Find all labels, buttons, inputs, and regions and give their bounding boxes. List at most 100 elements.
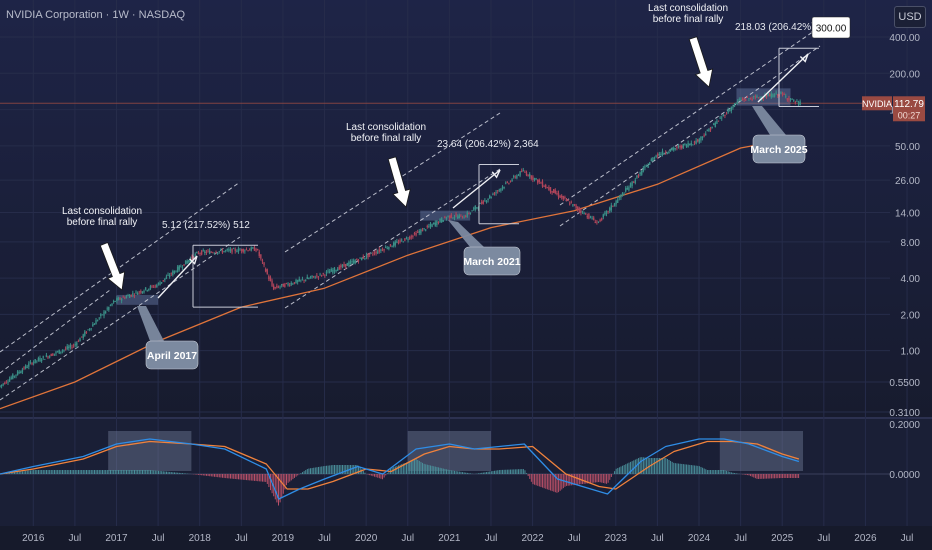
- candle-body: [96, 320, 99, 322]
- candle-body: [71, 347, 73, 349]
- time-tick-label: 2017: [105, 533, 128, 544]
- date-callout-2025-label: March 2025: [750, 144, 807, 156]
- candle-body: [122, 296, 124, 298]
- candle-body: [669, 149, 672, 152]
- candle-body: [8, 378, 11, 382]
- candle-body: [440, 218, 443, 222]
- time-tick-label: Jul: [485, 533, 498, 544]
- candle-body: [572, 204, 574, 206]
- candle-body: [625, 188, 627, 192]
- candle-body: [693, 141, 696, 144]
- candle-body: [196, 252, 198, 254]
- rally-arrow-2025-shaft: [757, 53, 809, 103]
- candle-body: [423, 228, 425, 229]
- candle-body: [788, 97, 790, 101]
- candle-body: [540, 182, 542, 184]
- candle-body: [252, 247, 254, 249]
- candle-body: [586, 215, 589, 218]
- candle-body: [408, 236, 411, 239]
- callout-arrow-2025: [688, 36, 714, 88]
- candle-body: [620, 194, 622, 198]
- candle-body: [509, 181, 512, 183]
- candle-body: [261, 260, 264, 262]
- candle-body: [415, 232, 417, 236]
- candle-body: [250, 247, 252, 251]
- price-tick-label: 14.00: [895, 209, 920, 220]
- candle-body: [157, 282, 160, 284]
- candle-body: [701, 136, 704, 139]
- candle-body: [471, 210, 473, 212]
- date-callout-2021-bg: [463, 246, 521, 276]
- candle-body: [506, 182, 508, 183]
- candle-body: [424, 229, 427, 231]
- candle-body: [149, 286, 152, 289]
- candle-body: [319, 273, 321, 275]
- candle-body: [588, 213, 590, 219]
- candle-body: [293, 282, 296, 284]
- candle-body: [0, 384, 3, 387]
- currency-button[interactable]: USD: [894, 6, 926, 28]
- candle-body: [136, 292, 139, 295]
- candle-body: [773, 94, 776, 97]
- candle-body: [146, 290, 148, 291]
- candle-body: [296, 280, 299, 282]
- candle-body: [378, 249, 380, 252]
- candle-body: [202, 250, 204, 252]
- candle-body: [452, 217, 454, 219]
- candle-body: [274, 287, 276, 288]
- candle-body: [397, 242, 400, 244]
- candle-body: [0, 385, 1, 388]
- candle-body: [663, 152, 665, 154]
- candle-body: [725, 113, 728, 115]
- candle-body: [772, 93, 774, 98]
- candle-body: [348, 262, 350, 266]
- candle-body: [500, 188, 502, 191]
- candle-body: [485, 201, 488, 203]
- candle-body: [514, 176, 516, 178]
- candle-body: [346, 263, 348, 266]
- candle-body: [544, 184, 547, 188]
- time-tick-label: 2018: [189, 533, 212, 544]
- candle-body: [775, 92, 777, 94]
- candle-body: [63, 349, 65, 351]
- candle-body: [135, 291, 137, 293]
- candle-body: [95, 320, 97, 325]
- candle-body: [578, 208, 580, 211]
- candle-body: [13, 375, 16, 377]
- candle-body: [114, 301, 116, 302]
- candle-body: [375, 251, 377, 254]
- candle-body: [384, 246, 387, 248]
- candle-body: [340, 265, 342, 268]
- candle-body: [789, 99, 792, 101]
- candle-body: [282, 283, 284, 287]
- candle-body: [237, 248, 240, 252]
- candle-body: [76, 342, 78, 346]
- candle-body: [210, 252, 212, 253]
- candle-body: [508, 183, 510, 185]
- candle-body: [668, 151, 670, 154]
- candle-body: [85, 331, 88, 333]
- candle-body: [570, 202, 572, 204]
- candle-body: [236, 251, 238, 253]
- candle-body: [117, 297, 120, 301]
- candle-body: [32, 362, 35, 364]
- candle-body: [666, 153, 669, 154]
- macd-tick-label: 0.0000: [889, 470, 920, 481]
- candle-body: [132, 293, 134, 295]
- date-callout-2021-label: March 2021: [463, 256, 520, 268]
- symbol-badge-bg: [862, 96, 892, 111]
- candle-body: [308, 278, 310, 280]
- date-callout-2017: April 2017: [137, 306, 199, 370]
- candle-body: [268, 276, 270, 280]
- candle-body: [636, 175, 638, 178]
- candle-body: [583, 213, 585, 215]
- candle-body: [170, 273, 172, 275]
- candle-body: [362, 256, 364, 259]
- candle-body: [765, 95, 768, 98]
- time-tick-label: 2022: [521, 533, 544, 544]
- candle-body: [359, 257, 361, 259]
- candle-body: [205, 251, 208, 253]
- candle-body: [453, 217, 456, 219]
